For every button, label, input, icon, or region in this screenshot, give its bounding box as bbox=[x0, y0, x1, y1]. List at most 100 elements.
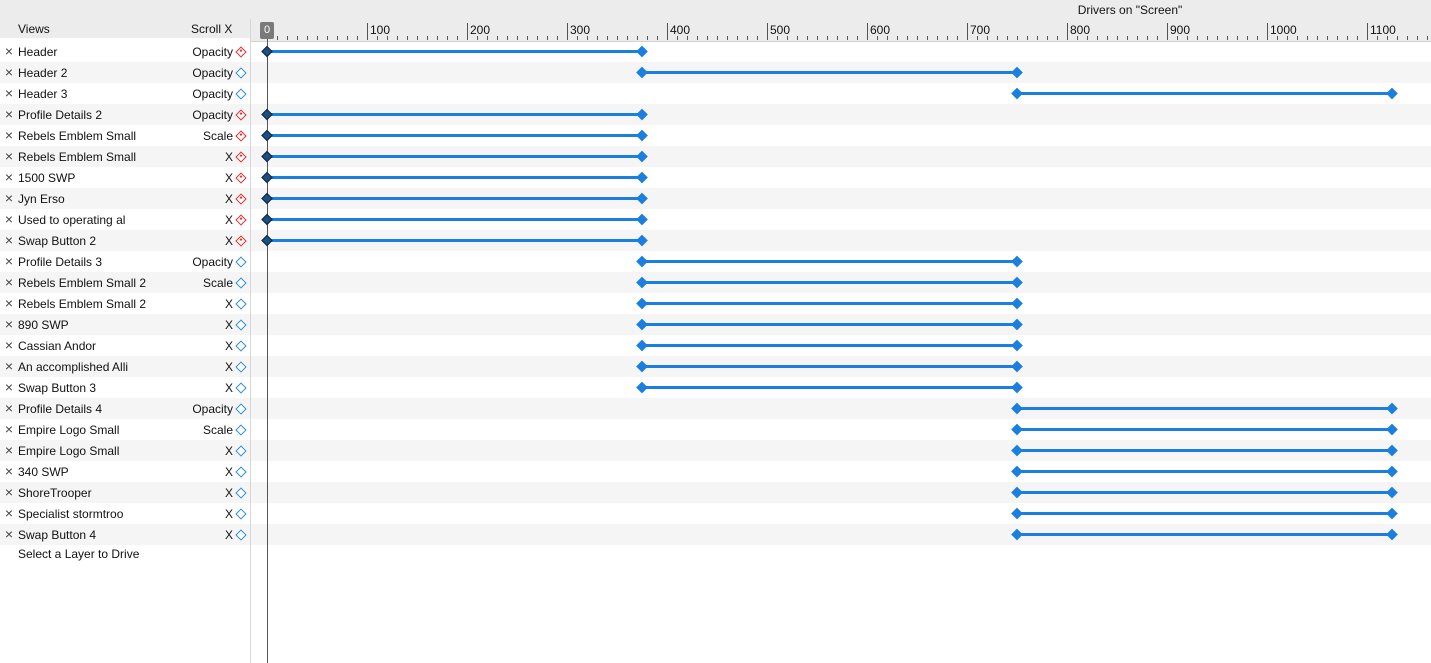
end-keyframe[interactable] bbox=[1011, 276, 1023, 289]
layer-row[interactable]: × 340 SWP X bbox=[0, 461, 250, 482]
keyframe-toggle-icon[interactable] bbox=[235, 277, 247, 289]
remove-icon[interactable]: × bbox=[4, 295, 14, 311]
start-keyframe[interactable] bbox=[261, 213, 273, 226]
end-keyframe[interactable] bbox=[1386, 444, 1398, 457]
start-keyframe[interactable] bbox=[1011, 444, 1023, 457]
remove-icon[interactable]: × bbox=[4, 526, 14, 542]
keyframe-toggle-icon[interactable] bbox=[235, 172, 247, 184]
start-keyframe[interactable] bbox=[261, 129, 273, 142]
remove-icon[interactable]: × bbox=[4, 85, 14, 101]
start-keyframe[interactable] bbox=[636, 381, 648, 394]
select-layer-prompt[interactable]: Select a Layer to Drive bbox=[18, 547, 140, 561]
layer-property[interactable]: X bbox=[224, 297, 233, 311]
layer-row[interactable]: × Rebels Emblem Small 2 Scale bbox=[0, 272, 250, 293]
remove-icon[interactable]: × bbox=[4, 64, 14, 80]
remove-icon[interactable]: × bbox=[4, 337, 14, 353]
layer-row[interactable]: × 1500 SWP X bbox=[0, 167, 250, 188]
keyframe-toggle-icon[interactable] bbox=[235, 298, 247, 310]
remove-icon[interactable]: × bbox=[4, 400, 14, 416]
playhead-marker[interactable]: 0 bbox=[260, 22, 274, 39]
layer-row[interactable]: × Cassian Andor X bbox=[0, 335, 250, 356]
layer-property[interactable]: X bbox=[224, 171, 233, 185]
remove-icon[interactable]: × bbox=[4, 127, 14, 143]
timeline-ruler[interactable]: 100 200 300 400 500 600 700 800 900 1000 1100 0 bbox=[251, 19, 1431, 42]
layer-property[interactable]: X bbox=[224, 381, 233, 395]
remove-icon[interactable]: × bbox=[4, 232, 14, 248]
end-keyframe[interactable] bbox=[636, 192, 648, 205]
layer-property[interactable]: Scale bbox=[202, 129, 233, 143]
end-keyframe[interactable] bbox=[1386, 423, 1398, 436]
end-keyframe[interactable] bbox=[1386, 87, 1398, 100]
layer-property[interactable]: X bbox=[224, 339, 233, 353]
layer-row[interactable]: × Rebels Emblem Small Scale bbox=[0, 125, 250, 146]
start-keyframe[interactable] bbox=[636, 339, 648, 352]
start-keyframe[interactable] bbox=[1011, 87, 1023, 100]
end-keyframe[interactable] bbox=[1011, 66, 1023, 79]
layer-property[interactable]: X bbox=[224, 318, 233, 332]
start-keyframe[interactable] bbox=[261, 171, 273, 184]
layer-row[interactable]: × Specialist stormtroo X bbox=[0, 503, 250, 524]
layer-row[interactable]: × Swap Button 3 X bbox=[0, 377, 250, 398]
keyframe-toggle-icon[interactable] bbox=[235, 235, 247, 247]
start-keyframe[interactable] bbox=[1011, 423, 1023, 436]
end-keyframe[interactable] bbox=[636, 45, 648, 58]
keyframe-toggle-icon[interactable] bbox=[235, 109, 247, 121]
keyframe-toggle-icon[interactable] bbox=[235, 319, 247, 331]
keyframe-toggle-icon[interactable] bbox=[235, 361, 247, 373]
remove-icon[interactable]: × bbox=[4, 379, 14, 395]
remove-icon[interactable]: × bbox=[4, 43, 14, 59]
layer-property[interactable]: X bbox=[224, 213, 233, 227]
keyframe-toggle-icon[interactable] bbox=[235, 340, 247, 352]
keyframe-toggle-icon[interactable] bbox=[235, 151, 247, 163]
layer-property[interactable]: X bbox=[224, 360, 233, 374]
layer-row[interactable]: × Jyn Erso X bbox=[0, 188, 250, 209]
start-keyframe[interactable] bbox=[636, 318, 648, 331]
layer-row[interactable]: × Header 2 Opacity bbox=[0, 62, 250, 83]
layer-property[interactable]: X bbox=[224, 192, 233, 206]
layer-property[interactable]: X bbox=[224, 234, 233, 248]
end-keyframe[interactable] bbox=[1011, 339, 1023, 352]
remove-icon[interactable]: × bbox=[4, 484, 14, 500]
layer-row[interactable]: × Header Opacity bbox=[0, 41, 250, 62]
keyframe-toggle-icon[interactable] bbox=[235, 508, 247, 520]
start-keyframe[interactable] bbox=[1011, 528, 1023, 541]
keyframe-toggle-icon[interactable] bbox=[235, 46, 247, 58]
keyframe-toggle-icon[interactable] bbox=[235, 130, 247, 142]
layer-row[interactable]: × Rebels Emblem Small 2 X bbox=[0, 293, 250, 314]
end-keyframe[interactable] bbox=[636, 150, 648, 163]
layer-row[interactable]: × Swap Button 2 X bbox=[0, 230, 250, 251]
layer-row[interactable]: × An accomplished Alli X bbox=[0, 356, 250, 377]
end-keyframe[interactable] bbox=[1011, 255, 1023, 268]
layer-row[interactable]: × Profile Details 4 Opacity bbox=[0, 398, 250, 419]
start-keyframe[interactable] bbox=[636, 360, 648, 373]
start-keyframe[interactable] bbox=[636, 297, 648, 310]
panel-divider[interactable] bbox=[250, 19, 251, 663]
start-keyframe[interactable] bbox=[636, 255, 648, 268]
remove-icon[interactable]: × bbox=[4, 274, 14, 290]
end-keyframe[interactable] bbox=[636, 213, 648, 226]
layer-property[interactable]: X bbox=[224, 150, 233, 164]
layer-row[interactable]: × Empire Logo Small X bbox=[0, 440, 250, 461]
keyframe-toggle-icon[interactable] bbox=[235, 88, 247, 100]
layer-row[interactable]: × Header 3 Opacity bbox=[0, 83, 250, 104]
layer-property[interactable]: X bbox=[224, 486, 233, 500]
end-keyframe[interactable] bbox=[636, 108, 648, 121]
layer-row[interactable]: × Empire Logo Small Scale bbox=[0, 419, 250, 440]
remove-icon[interactable]: × bbox=[4, 148, 14, 164]
end-keyframe[interactable] bbox=[1386, 402, 1398, 415]
remove-icon[interactable]: × bbox=[4, 505, 14, 521]
keyframe-toggle-icon[interactable] bbox=[235, 214, 247, 226]
keyframe-toggle-icon[interactable] bbox=[235, 193, 247, 205]
end-keyframe[interactable] bbox=[1011, 318, 1023, 331]
end-keyframe[interactable] bbox=[1386, 507, 1398, 520]
layer-property[interactable]: X bbox=[224, 507, 233, 521]
layer-property[interactable]: Opacity bbox=[192, 66, 233, 80]
end-keyframe[interactable] bbox=[1011, 297, 1023, 310]
end-keyframe[interactable] bbox=[1386, 465, 1398, 478]
start-keyframe[interactable] bbox=[261, 192, 273, 205]
layer-property[interactable]: Scale bbox=[202, 423, 233, 437]
end-keyframe[interactable] bbox=[1011, 360, 1023, 373]
end-keyframe[interactable] bbox=[1011, 381, 1023, 394]
keyframe-toggle-icon[interactable] bbox=[235, 256, 247, 268]
end-keyframe[interactable] bbox=[636, 171, 648, 184]
